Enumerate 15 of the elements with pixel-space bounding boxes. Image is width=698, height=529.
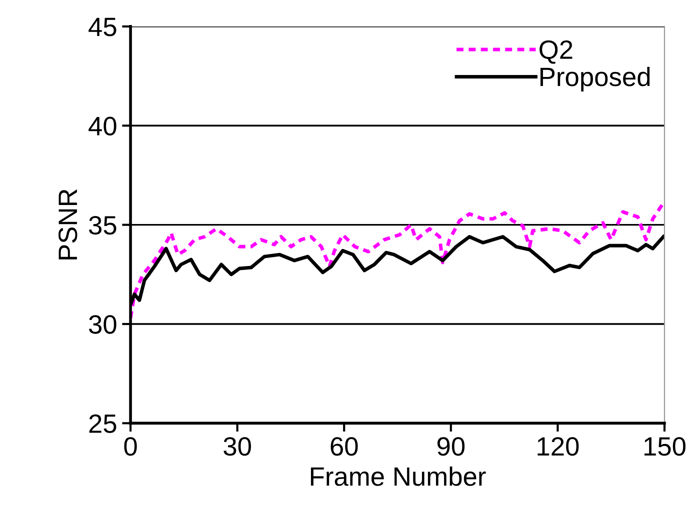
y-axis-title: PSNR [58, 189, 78, 260]
y-tick-label: 40 [88, 116, 116, 136]
y-tick-label: 45 [88, 18, 116, 36]
y-tick-label: 30 [88, 315, 116, 334]
legend-label: Proposed [540, 66, 650, 92]
x-axis-title: Frame Number [310, 466, 486, 486]
x-tick-label: 60 [330, 437, 358, 456]
x-tick-label: 30 [224, 437, 251, 456]
x-tick-label: 90 [437, 437, 465, 456]
legend-label: Q2 [540, 40, 572, 64]
x-tick-label: 120 [538, 437, 579, 456]
y-tick-label: 25 [89, 414, 116, 434]
y-tick-label: 35 [88, 216, 116, 235]
x-tick-label: 0 [124, 437, 137, 456]
x-tick-label: 150 [644, 437, 686, 456]
